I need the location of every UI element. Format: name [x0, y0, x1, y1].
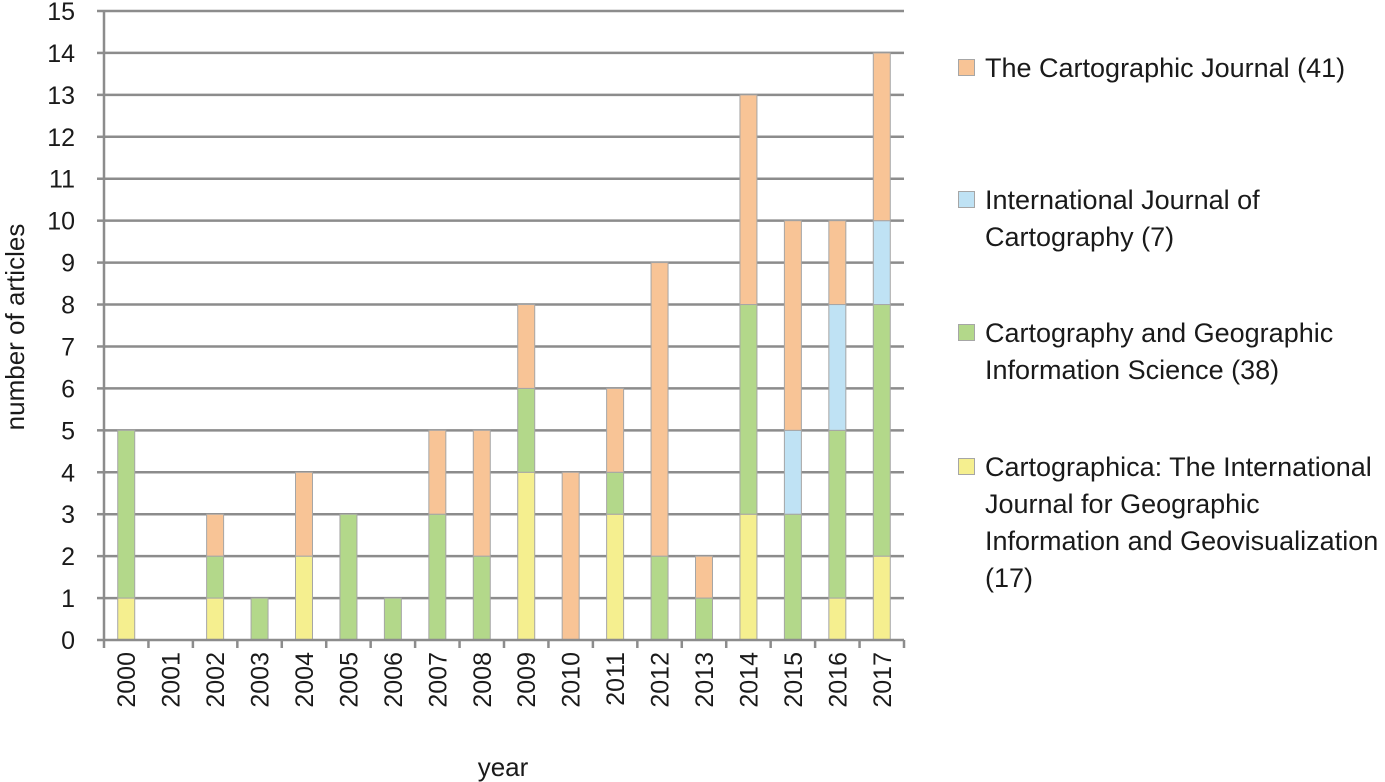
bar-segment [739, 513, 758, 641]
x-tick-label: 2015 [780, 652, 808, 708]
legend-swatch [958, 59, 975, 76]
bar-segment [872, 555, 891, 641]
y-axis-title: number of articles [0, 224, 30, 431]
y-tick-label: 3 [61, 501, 75, 529]
bar-segment [783, 513, 802, 641]
x-tick-labels: 2000 2001 2002 2003 2004 2005 2006 2007 2008 2009… [113, 652, 897, 708]
x-tick-label: 2004 [291, 652, 319, 708]
bar-segment [695, 555, 713, 599]
legend-item-cartographic-journal: The Cartographic Journal (41) [958, 50, 1380, 87]
x-tick-label: 2003 [247, 652, 275, 708]
legend-item-international-journal: International Journal of Cartography (7) [958, 182, 1380, 256]
bar-segment [828, 304, 847, 431]
bar-segment [650, 555, 669, 641]
bar-segment [828, 220, 847, 306]
legend-label: Cartography and Geographic Information S… [985, 318, 1334, 385]
bar-segment [295, 555, 313, 641]
y-tick-label: 7 [61, 333, 75, 361]
x-tick-label: 2017 [869, 652, 897, 708]
x-tick-label: 2005 [335, 652, 363, 708]
bar-segment [606, 471, 625, 515]
axes [102, 11, 906, 648]
x-tick-label: 2007 [424, 652, 452, 708]
bar-segment [783, 220, 802, 431]
x-tick-label: 2008 [469, 652, 497, 708]
bar-segment [561, 471, 580, 641]
bar-segment [517, 471, 536, 641]
y-tick-label: 1 [61, 585, 75, 613]
bar-segment [206, 555, 225, 599]
y-tick-label: 14 [47, 40, 75, 68]
x-tick-label: 2009 [513, 652, 541, 708]
legend-swatch [958, 458, 975, 475]
x-tick-label: 2001 [158, 652, 186, 708]
bar-segment [650, 262, 669, 557]
x-tick-label: 2011 [602, 652, 630, 706]
bar-segment [695, 597, 713, 641]
legend-label: International Journal of Cartography (7) [985, 185, 1260, 252]
x-tick-label: 2016 [824, 652, 852, 708]
y-tick-label: 4 [61, 459, 75, 487]
y-tick-label: 15 [47, 0, 75, 26]
bar-segment [828, 597, 847, 641]
x-tick-label: 2010 [558, 652, 586, 708]
x-tick-label: 2013 [691, 652, 719, 708]
bar-stacks [117, 52, 891, 641]
y-tick-label: 12 [47, 124, 75, 152]
y-tick-label: 2 [61, 543, 75, 571]
legend-swatch [958, 191, 975, 208]
bar-segment [206, 513, 225, 557]
bar-segment [783, 429, 802, 515]
y-tick-label: 11 [49, 166, 75, 194]
bar-segment [606, 513, 625, 641]
bar-segment [739, 304, 758, 515]
bar-segment [517, 387, 536, 473]
x-tick-label: 2002 [202, 652, 230, 708]
bar-segment [383, 597, 402, 641]
y-tick-label: 0 [61, 627, 75, 655]
bar-segment [339, 513, 358, 641]
x-tick-label: 2014 [735, 652, 763, 708]
bar-segment [872, 220, 891, 306]
bar-segment [250, 597, 269, 641]
legend-label: Cartographica: The International Journal… [985, 452, 1379, 593]
y-tick-label: 10 [47, 208, 75, 236]
y-tick-label: 8 [61, 292, 75, 320]
bar-segment [117, 597, 136, 641]
bar-segment [606, 387, 625, 473]
bar-segment [872, 304, 891, 557]
bar-segment [295, 471, 313, 557]
y-tick-label: 13 [47, 82, 75, 110]
y-tick-label: 5 [61, 417, 75, 445]
bar-segment [206, 597, 225, 641]
legend-item-cagis: Cartography and Geographic Information S… [958, 315, 1380, 389]
y-tick-label: 9 [61, 250, 75, 278]
bar-segment [739, 94, 758, 306]
x-tick-label: 2000 [113, 652, 141, 708]
bar-segment [428, 429, 447, 515]
bar-segment [472, 555, 491, 641]
legend-swatch [958, 324, 975, 341]
bar-segment [872, 52, 891, 222]
x-axis-title: year [478, 752, 529, 782]
legend: The Cartographic Journal (41) Internatio… [958, 0, 1383, 782]
legend-label: The Cartographic Journal (41) [985, 53, 1346, 83]
y-tick-label: 6 [61, 375, 75, 403]
bar-segment [828, 429, 847, 599]
x-tick-label: 2012 [647, 652, 675, 708]
bar-segment [472, 429, 491, 557]
bar-segment [117, 429, 136, 599]
x-tick-label: 2006 [380, 652, 408, 708]
bar-segment [428, 513, 447, 641]
legend-item-cartographica: Cartographica: The International Journal… [958, 449, 1380, 597]
bar-segment [517, 304, 536, 389]
